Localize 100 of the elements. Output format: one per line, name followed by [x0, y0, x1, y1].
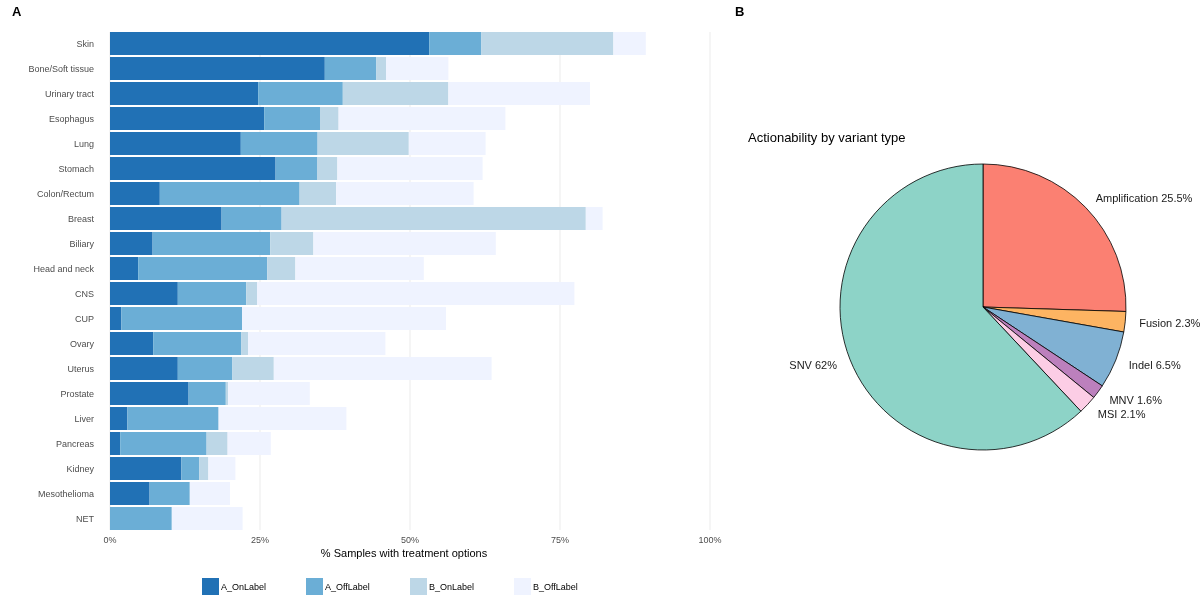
bar	[110, 82, 259, 105]
bar	[313, 232, 496, 255]
text: A	[12, 4, 22, 19]
bar	[121, 307, 242, 330]
bar	[110, 257, 139, 280]
bar	[189, 482, 230, 505]
bar	[188, 382, 226, 405]
bar	[110, 132, 241, 155]
bar	[232, 357, 274, 380]
y-tick-label: Breast	[67, 213, 95, 224]
bar	[257, 282, 575, 305]
bar	[248, 332, 386, 355]
y-tick-label: Liver	[74, 413, 94, 424]
x-tick-label: 0%	[103, 535, 117, 545]
bar	[376, 57, 386, 80]
bar	[324, 57, 377, 80]
bar	[613, 32, 646, 55]
bar	[110, 282, 178, 305]
bar	[246, 282, 257, 305]
bar	[110, 207, 222, 230]
bar	[208, 457, 236, 480]
y-tick-label: CNS	[74, 288, 94, 299]
bar	[181, 457, 200, 480]
bar	[281, 207, 586, 230]
bar	[171, 507, 243, 530]
bar	[299, 182, 337, 205]
legend-label: A_OnLabel	[221, 582, 267, 593]
bar	[110, 307, 122, 330]
bar	[110, 107, 265, 130]
bar	[110, 432, 121, 455]
bar	[481, 32, 614, 55]
bar	[295, 257, 424, 280]
slice-label: SNV 62%	[789, 358, 838, 371]
x-tick-label: 50%	[400, 535, 420, 545]
bar	[218, 407, 347, 430]
legend-label: B_OnLabel	[429, 582, 475, 593]
bar	[110, 332, 154, 355]
bar	[317, 157, 338, 180]
bar	[242, 307, 446, 330]
bar	[110, 32, 430, 55]
x-tick-label: 25%	[250, 535, 270, 545]
bar	[270, 232, 314, 255]
bar	[227, 432, 271, 455]
y-tick-label: Lung	[73, 138, 94, 149]
bar	[317, 132, 409, 155]
bar	[342, 82, 449, 105]
bar	[127, 407, 219, 430]
bar	[264, 107, 320, 130]
bar	[159, 182, 300, 205]
bar	[110, 482, 150, 505]
bar	[228, 382, 310, 405]
slice-label: Fusion 2.3%	[1139, 317, 1201, 330]
bar	[120, 432, 207, 455]
y-tick-label: Bone/Soft tissue	[28, 63, 94, 74]
bar	[337, 157, 483, 180]
bar	[110, 232, 153, 255]
bar	[408, 132, 486, 155]
bar	[386, 57, 449, 80]
bar	[110, 157, 276, 180]
bar	[585, 207, 603, 230]
text: B	[735, 4, 745, 19]
y-tick-label: Biliary	[69, 238, 95, 249]
slice-label: Indel 6.5%	[1128, 359, 1181, 372]
bar	[110, 182, 160, 205]
x-axis-title: % Samples with treatment options	[320, 547, 488, 559]
bar	[206, 432, 228, 455]
bar	[267, 257, 296, 280]
y-tick-label: Pancreas	[55, 438, 95, 449]
y-tick-label: Uterus	[67, 363, 95, 374]
legend-label: A_OffLabel	[325, 582, 370, 593]
bar	[110, 407, 128, 430]
bar	[110, 507, 172, 530]
bar	[221, 207, 282, 230]
slice-label: MNV 1.6%	[1109, 393, 1163, 406]
bar	[153, 332, 242, 355]
bar	[110, 382, 189, 405]
slice-label: Amplification 25.5%	[1095, 191, 1193, 204]
bar	[240, 132, 318, 155]
y-tick-label: Colon/Rectum	[36, 188, 94, 199]
y-tick-label: Kidney	[66, 463, 95, 474]
y-tick-label: Head and neck	[33, 263, 95, 274]
bar	[258, 82, 343, 105]
y-tick-label: Esophagus	[48, 113, 95, 124]
bar	[275, 157, 317, 180]
bar	[336, 182, 474, 205]
bar	[152, 232, 271, 255]
bar	[448, 82, 590, 105]
bar	[320, 107, 339, 130]
y-tick-label: CUP	[74, 313, 94, 324]
y-tick-label: Ovary	[69, 338, 95, 349]
y-tick-label: Urinary tract	[44, 88, 95, 99]
y-tick-label: Prostate	[60, 388, 94, 399]
legend-label: B_OffLabel	[533, 582, 578, 593]
bar	[199, 457, 209, 480]
y-tick-label: Mesothelioma	[37, 488, 94, 499]
bar	[110, 457, 182, 480]
bar	[110, 357, 178, 380]
bar	[273, 357, 492, 380]
y-tick-label: Skin	[76, 38, 94, 49]
bar	[110, 57, 325, 80]
